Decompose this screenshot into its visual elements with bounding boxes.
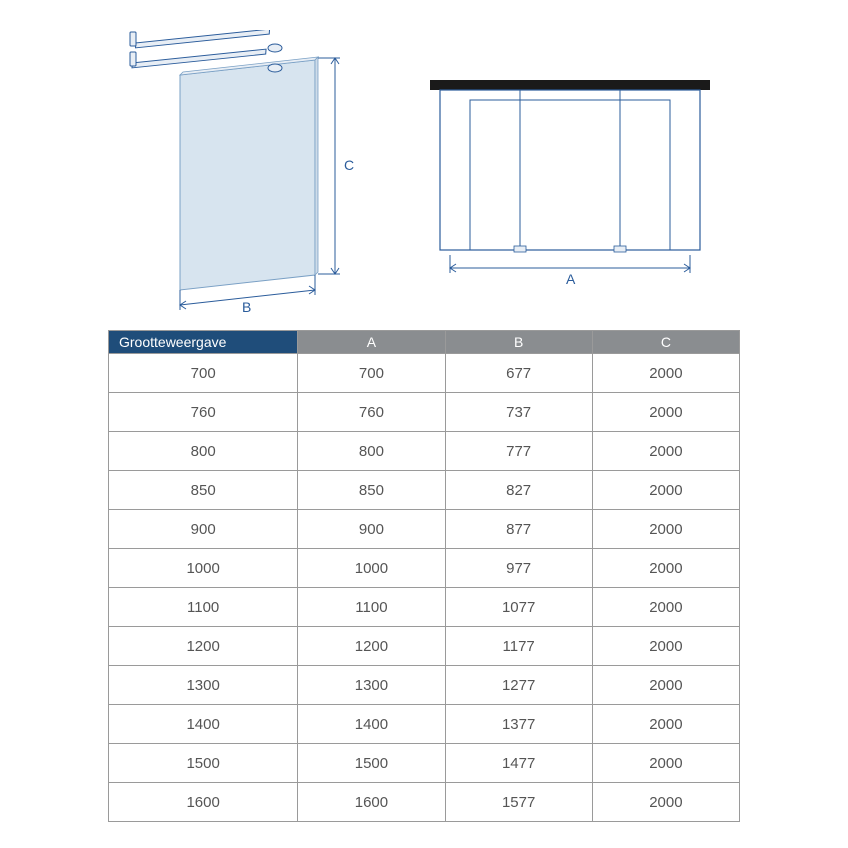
table-row: 7007006772000 [109, 354, 740, 393]
diagram-left: C B [120, 30, 380, 320]
table-cell: 1277 [445, 666, 592, 705]
table-cell: 2000 [592, 783, 739, 822]
table-cell: 800 [298, 432, 445, 471]
table-cell: 1000 [109, 549, 298, 588]
table-cell: 1177 [445, 627, 592, 666]
dim-label-a: A [566, 271, 576, 287]
table-cell: 760 [109, 393, 298, 432]
table-cell: 1600 [109, 783, 298, 822]
table-cell: 900 [298, 510, 445, 549]
table-cell: 2000 [592, 471, 739, 510]
diagram-area: C B A [120, 30, 740, 315]
table-cell: 677 [445, 354, 592, 393]
table-header-row: Grootteweergave A B C [109, 331, 740, 354]
table-cell: 760 [298, 393, 445, 432]
table-row: 100010009772000 [109, 549, 740, 588]
table-cell: 1200 [298, 627, 445, 666]
table-cell: 777 [445, 432, 592, 471]
table-cell: 1300 [109, 666, 298, 705]
table-cell: 1500 [298, 744, 445, 783]
table-row: 1200120011772000 [109, 627, 740, 666]
table-row: 8008007772000 [109, 432, 740, 471]
table-cell: 977 [445, 549, 592, 588]
table-cell: 2000 [592, 666, 739, 705]
table-cell: 1600 [298, 783, 445, 822]
table-cell: 700 [298, 354, 445, 393]
table-row: 1500150014772000 [109, 744, 740, 783]
table-cell: 877 [445, 510, 592, 549]
table-cell: 900 [109, 510, 298, 549]
col-header-a: A [298, 331, 445, 354]
table-row: 1300130012772000 [109, 666, 740, 705]
size-table: Grootteweergave A B C 700700677200076076… [108, 330, 740, 822]
col-header-b: B [445, 331, 592, 354]
table-row: 1100110010772000 [109, 588, 740, 627]
table-cell: 1400 [298, 705, 445, 744]
table-cell: 1477 [445, 744, 592, 783]
table-cell: 1000 [298, 549, 445, 588]
size-table-wrap: Grootteweergave A B C 700700677200076076… [108, 330, 740, 822]
table-cell: 2000 [592, 744, 739, 783]
table-cell: 850 [109, 471, 298, 510]
table-cell: 1377 [445, 705, 592, 744]
table-row: 7607607372000 [109, 393, 740, 432]
table-cell: 1300 [298, 666, 445, 705]
table-cell: 2000 [592, 627, 739, 666]
table-cell: 1500 [109, 744, 298, 783]
table-cell: 2000 [592, 705, 739, 744]
table-cell: 2000 [592, 393, 739, 432]
table-cell: 2000 [592, 510, 739, 549]
col-header-size: Grootteweergave [109, 331, 298, 354]
table-cell: 1400 [109, 705, 298, 744]
table-cell: 1100 [109, 588, 298, 627]
table-row: 9009008772000 [109, 510, 740, 549]
table-cell: 850 [298, 471, 445, 510]
diagram-right: A [420, 70, 730, 300]
table-row: 8508508272000 [109, 471, 740, 510]
table-cell: 2000 [592, 588, 739, 627]
table-cell: 2000 [592, 549, 739, 588]
table-row: 1400140013772000 [109, 705, 740, 744]
dim-label-b: B [242, 299, 251, 315]
table-cell: 1100 [298, 588, 445, 627]
table-cell: 1200 [109, 627, 298, 666]
table-cell: 700 [109, 354, 298, 393]
table-cell: 2000 [592, 354, 739, 393]
table-row: 1600160015772000 [109, 783, 740, 822]
table-cell: 1077 [445, 588, 592, 627]
table-cell: 827 [445, 471, 592, 510]
dim-label-c: C [344, 157, 354, 173]
col-header-c: C [592, 331, 739, 354]
table-cell: 1577 [445, 783, 592, 822]
table-cell: 800 [109, 432, 298, 471]
table-cell: 737 [445, 393, 592, 432]
table-cell: 2000 [592, 432, 739, 471]
